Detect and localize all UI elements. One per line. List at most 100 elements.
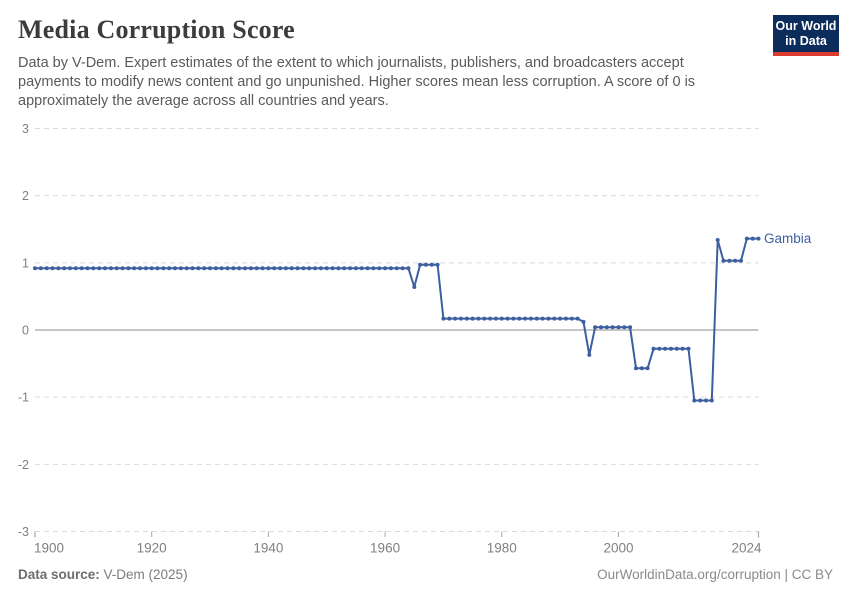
data-point xyxy=(412,285,417,289)
x-axis-label-1980: 1980 xyxy=(487,541,517,556)
data-point xyxy=(283,266,288,271)
data-point xyxy=(674,346,679,351)
data-point xyxy=(365,266,370,271)
data-point xyxy=(429,262,434,267)
data-point xyxy=(348,266,353,271)
data-point xyxy=(610,325,615,330)
data-point xyxy=(388,266,393,271)
data-point xyxy=(750,236,755,241)
data-point xyxy=(289,266,294,271)
data-point xyxy=(149,266,154,271)
data-point xyxy=(616,325,621,330)
data-point xyxy=(56,266,61,271)
y-axis-label-0: 0 xyxy=(22,324,29,338)
data-point xyxy=(727,258,732,263)
data-point xyxy=(301,266,306,271)
data-point xyxy=(488,316,493,321)
data-point xyxy=(581,319,586,324)
x-axis-label-2024: 2024 xyxy=(731,541,762,556)
y-axis-label-1: 1 xyxy=(22,256,29,270)
data-point xyxy=(132,266,137,271)
data-point xyxy=(143,266,148,271)
data-point xyxy=(528,316,533,321)
data-point xyxy=(552,316,557,321)
data-point xyxy=(470,316,475,321)
data-point xyxy=(237,266,242,271)
data-point xyxy=(295,266,300,271)
data-point xyxy=(161,266,166,271)
owid-logo-line2: in Data xyxy=(785,34,827,48)
page-subtitle: Data by V-Dem. Expert estimates of the e… xyxy=(18,55,696,109)
data-point xyxy=(505,316,510,321)
data-point xyxy=(68,266,72,271)
y-axis-label--3: -3 xyxy=(18,525,29,539)
data-point xyxy=(482,316,487,321)
data-point xyxy=(709,398,714,403)
data-point xyxy=(739,258,743,263)
data-point xyxy=(663,346,668,351)
page-title: Media Corruption Score xyxy=(18,15,295,44)
data-point xyxy=(313,266,318,271)
data-point xyxy=(453,316,458,321)
data-point xyxy=(418,262,423,267)
data-point xyxy=(173,266,177,271)
data-point xyxy=(558,316,563,321)
data-point xyxy=(307,266,312,271)
data-point xyxy=(336,266,341,271)
data-point xyxy=(639,366,644,371)
data-point xyxy=(756,236,761,241)
y-axis-label--1: -1 xyxy=(18,391,29,405)
data-point xyxy=(278,266,283,271)
data-point xyxy=(546,316,551,321)
data-point xyxy=(435,262,440,267)
chart-footer: Data source: V-Dem (2025) OurWorldinData… xyxy=(18,567,833,582)
data-point xyxy=(645,366,650,371)
data-point xyxy=(213,266,218,271)
data-point xyxy=(38,266,43,271)
entity-label-gambia[interactable]: Gambia xyxy=(764,231,812,246)
data-point xyxy=(272,266,277,271)
data-point xyxy=(575,316,580,321)
data-point xyxy=(231,266,236,271)
data-point xyxy=(499,316,504,321)
footer-data-source: Data source: V-Dem (2025) xyxy=(18,567,188,582)
data-point xyxy=(79,266,84,271)
x-axis-label-1960: 1960 xyxy=(370,541,400,556)
data-point xyxy=(44,266,49,271)
data-point xyxy=(254,266,259,271)
data-point xyxy=(371,266,376,271)
data-point xyxy=(126,266,131,271)
owid-logo[interactable]: Our World in Data xyxy=(773,15,839,56)
data-point xyxy=(91,266,96,271)
data-point xyxy=(534,316,539,321)
data-point xyxy=(622,325,627,330)
data-point xyxy=(657,346,662,351)
x-axis-label-1920: 1920 xyxy=(137,541,167,556)
data-point xyxy=(744,236,749,241)
data-point xyxy=(715,238,720,242)
data-point xyxy=(103,266,107,271)
data-point xyxy=(394,266,399,271)
data-point xyxy=(248,266,253,271)
data-point xyxy=(628,325,633,330)
data-point xyxy=(324,266,329,271)
data-point xyxy=(400,266,405,271)
data-point xyxy=(353,266,358,271)
footer-license-link[interactable]: OurWorldinData.org/corruption | CC BY xyxy=(597,567,833,582)
data-point xyxy=(523,316,528,321)
data-point xyxy=(260,266,265,271)
data-point xyxy=(686,346,691,351)
data-point xyxy=(167,266,172,271)
data-point xyxy=(33,266,37,271)
data-point xyxy=(517,316,522,321)
data-point xyxy=(464,316,469,321)
data-point xyxy=(318,266,323,271)
data-source-label: Data source: xyxy=(18,567,100,582)
data-point xyxy=(721,258,726,263)
data-point xyxy=(441,316,446,321)
data-point xyxy=(62,266,67,271)
data-point xyxy=(692,398,697,403)
x-axis-label-1900: 1900 xyxy=(34,541,64,556)
x-axis-label-1940: 1940 xyxy=(253,541,283,556)
